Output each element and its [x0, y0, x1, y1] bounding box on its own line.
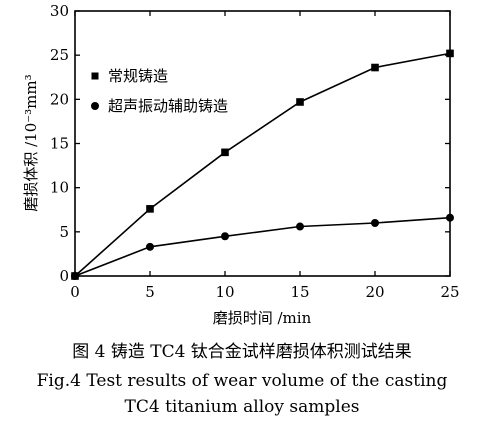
data-point-square — [296, 98, 304, 106]
y-tick-label: 25 — [50, 46, 69, 64]
x-axis-title: 磨损时间 /min — [213, 309, 312, 327]
legend-marker-circle — [91, 102, 99, 110]
data-point-square — [446, 49, 454, 58]
data-point-square — [371, 63, 379, 72]
data-point-circle — [221, 232, 229, 241]
figure-caption-en-line1: Fig.4 Test results of wear volume of the… — [37, 371, 448, 391]
y-tick-label: 5 — [59, 223, 69, 241]
x-tick-label: 0 — [70, 283, 80, 301]
plot-frame — [74, 10, 451, 277]
figure-caption-en-line2: TC4 titanium alloy samples — [125, 397, 360, 417]
x-tick-label: 10 — [215, 283, 234, 301]
y-tick-label: 0 — [59, 267, 69, 285]
legend-label-conventional: 常规铸造 — [108, 67, 168, 85]
data-point-square — [146, 205, 154, 213]
x-tick-label: 5 — [145, 283, 155, 301]
series-line-0 — [74, 52, 451, 277]
data-point-circle — [71, 272, 79, 280]
axis-ticks — [74, 10, 451, 277]
series-line-1 — [74, 216, 451, 277]
axis-tick-labels: 0 5 10 15 20 25 0 5 10 15 20 25 30 — [50, 2, 460, 301]
figure-caption-cn: 图 4 铸造 TC4 钛合金试样磨损体积测试结果 — [72, 342, 412, 362]
x-tick-label: 15 — [290, 283, 309, 301]
data-point-circle — [371, 219, 379, 227]
x-tick-label: 25 — [440, 283, 459, 301]
legend: 常规铸造 超声振动辅助铸造 — [91, 67, 228, 115]
y-tick-label: 15 — [50, 135, 69, 153]
y-axis-title: 磨损体积 /10⁻³mm³ — [22, 74, 40, 211]
y-tick-label: 30 — [50, 2, 69, 20]
data-point-circle — [296, 222, 304, 231]
data-point-circle — [146, 242, 154, 251]
legend-marker-square — [91, 72, 99, 80]
x-tick-label: 20 — [365, 283, 384, 301]
y-tick-label: 20 — [50, 90, 69, 108]
data-point-circle — [446, 213, 454, 222]
y-tick-label: 10 — [50, 179, 69, 197]
data-point-square — [221, 148, 229, 157]
data-series — [71, 49, 454, 280]
legend-label-ultrasonic: 超声振动辅助铸造 — [108, 97, 228, 115]
